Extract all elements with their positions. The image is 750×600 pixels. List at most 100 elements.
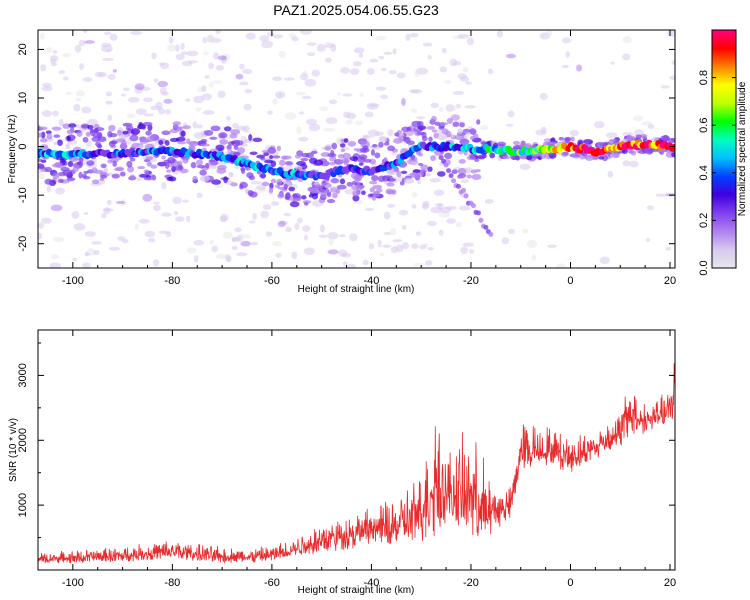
spectrogram-cell [378, 141, 384, 148]
spectrogram-cell [416, 131, 425, 136]
colorbar-tick-label: 0.0 [698, 260, 710, 275]
spectrogram-cell [115, 200, 126, 205]
spectrogram-cell [72, 257, 78, 262]
spectrogram-cell [375, 86, 387, 91]
spectrogram-cell [387, 129, 394, 137]
spectrogram-cell [319, 194, 327, 201]
spectrogram-x-ticks: -100 -80 -60 -40 -20 0 20 [62, 30, 676, 287]
spectrogram-cell [186, 215, 191, 223]
spectrogram-cell [371, 194, 377, 201]
spectrogram-y-axis-label: Frequency (Hz) [7, 115, 18, 184]
spectrogram-cell [305, 118, 318, 126]
spectrogram-cell [478, 217, 484, 223]
spectrogram-cell [294, 154, 302, 159]
spectrogram-cell [252, 137, 263, 143]
spectrogram-cell [192, 175, 198, 182]
spectrogram-x-tick-label: -60 [264, 275, 280, 287]
spectrogram-cell [342, 93, 353, 97]
spectrogram-cell [325, 41, 331, 46]
spectrogram-cell [468, 249, 475, 254]
snr-y-axis-label: SNR (10 * v/v) [8, 418, 19, 482]
spectrogram-cell [457, 33, 470, 39]
spectrogram-cell [229, 133, 238, 139]
spectrogram-cell [337, 154, 345, 159]
spectrogram-cell [446, 168, 452, 174]
spectrogram-cell [41, 110, 53, 117]
spectrogram-cell [271, 240, 282, 247]
spectrogram-cell [452, 90, 465, 95]
spectrogram-cell [410, 88, 423, 94]
spectrogram-cell [38, 222, 44, 229]
spectrogram-cell [50, 254, 60, 260]
spectrogram-cell [476, 119, 481, 125]
spectrogram-cell [365, 207, 374, 212]
spectrogram-cell [172, 121, 182, 126]
spectrogram-cell [81, 173, 87, 178]
spectrogram-cell [331, 142, 338, 150]
spectrogram-cell [101, 213, 107, 219]
spectrogram-cell [91, 167, 98, 174]
spectrogram-cell [53, 134, 61, 138]
spectrogram-cell [226, 144, 232, 151]
spectrogram-cell [343, 158, 349, 166]
spectrogram-cell [153, 201, 160, 205]
spectrogram-cell [174, 216, 185, 222]
spectrogram-cell [359, 92, 364, 98]
spectrogram-cell [161, 212, 172, 217]
spectrogram-cell [352, 61, 362, 67]
spectrogram-cell [144, 230, 156, 238]
colorbar-ticks: 0.0 0.2 0.4 0.6 0.8 [698, 70, 736, 276]
spectrogram-cell [91, 179, 100, 185]
spectrogram-cell [215, 64, 225, 71]
spectrogram-cell [330, 178, 340, 184]
spectrogram-cell [122, 87, 130, 92]
spectrogram-cell [401, 97, 406, 106]
spectrogram-cell [389, 228, 396, 236]
spectrogram-cell [330, 44, 337, 53]
spectrogram-cell [622, 160, 631, 167]
spectrogram-cell [660, 85, 670, 89]
spectrogram-cell [383, 231, 392, 236]
spectrogram-cell [558, 136, 565, 141]
spectrogram-cell [203, 129, 214, 136]
spectrogram-cell [122, 122, 133, 127]
spectrogram-cell [390, 246, 399, 254]
spectrogram-cell [325, 117, 338, 125]
spectrogram-cell [83, 30, 88, 34]
spectrogram-cell [240, 240, 251, 247]
spectrogram-cell [584, 154, 595, 161]
spectrogram-cell [139, 173, 149, 178]
spectrogram-cell [211, 245, 218, 253]
spectrogram-cell [157, 161, 167, 167]
spectrogram-cell [143, 97, 153, 103]
spectrogram-cell [250, 241, 258, 246]
spectrogram-cell [265, 231, 273, 237]
spectrogram-cell [267, 147, 277, 154]
spectrogram-cell [174, 44, 180, 52]
spectrogram-cell [364, 111, 374, 118]
spectrogram-cell [412, 169, 421, 174]
spectrogram-cell [670, 137, 675, 142]
spectrogram-cell [196, 124, 203, 129]
spectrogram-cell [462, 66, 469, 73]
spectrogram-cell [628, 160, 639, 168]
snr-x-tick-label: -20 [463, 577, 479, 589]
spectrogram-cell [338, 234, 346, 238]
spectrogram-cell [343, 138, 349, 143]
spectrogram-cell [51, 126, 62, 131]
spectrogram-cell [269, 155, 274, 160]
snr-y-tick-label: 3000 [17, 363, 29, 387]
colorbar-tick-label: 0.6 [698, 118, 710, 133]
spectrogram-cell [52, 172, 60, 180]
colorbar: 0.0 0.2 0.4 0.6 0.8 Normalized spectral ampl… [698, 29, 748, 276]
spectrogram-cell [137, 166, 146, 170]
spectrogram-cell [200, 138, 208, 143]
spectrogram-cell [89, 129, 96, 137]
spectrogram-cell [526, 239, 538, 248]
spectrogram-cell [161, 91, 169, 96]
spectrogram-cell [487, 68, 494, 75]
spectrogram-cell [304, 78, 317, 87]
spectrogram-cell [354, 120, 364, 126]
spectrogram-cell [422, 200, 430, 208]
snr-x-tick-label: 0 [567, 577, 573, 589]
